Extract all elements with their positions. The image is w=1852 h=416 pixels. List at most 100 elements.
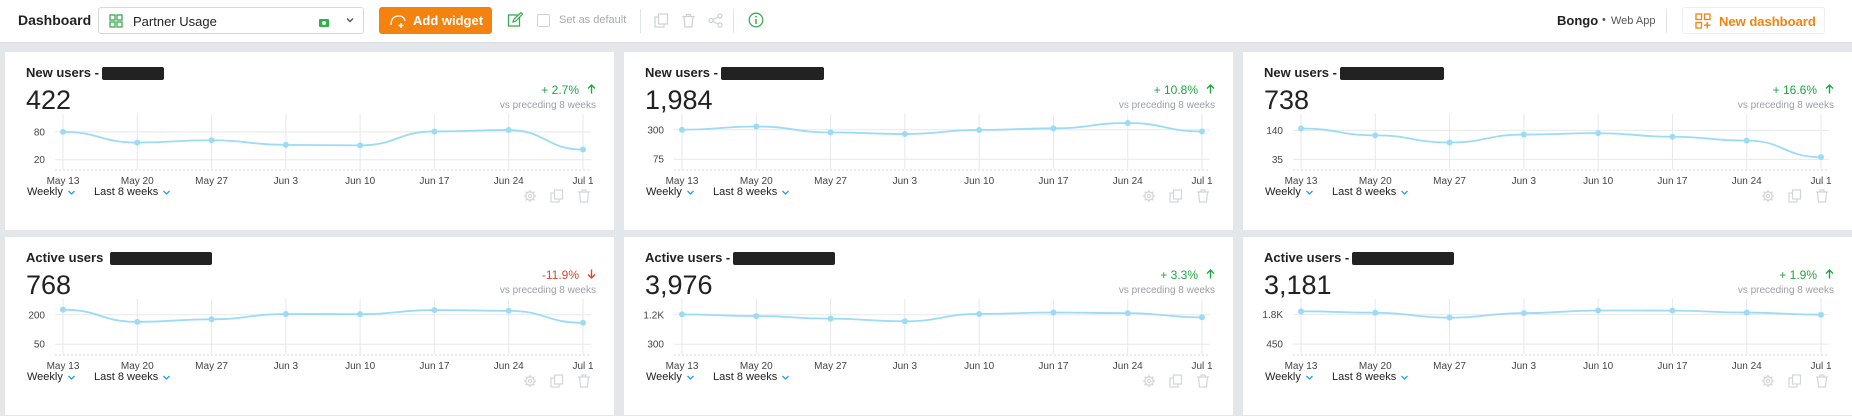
copy-icon[interactable] (654, 13, 669, 28)
gear-icon[interactable] (1142, 374, 1156, 388)
data-point[interactable] (60, 128, 66, 135)
data-point[interactable] (357, 142, 364, 149)
gear-icon[interactable] (523, 374, 537, 388)
trash-icon[interactable] (1815, 374, 1829, 388)
data-point[interactable] (976, 127, 983, 134)
copy-icon[interactable] (1169, 189, 1183, 203)
data-point[interactable] (134, 318, 141, 325)
data-point[interactable] (1520, 131, 1527, 138)
interval-dropdown[interactable]: Weekly (27, 371, 76, 383)
data-point[interactable] (357, 311, 364, 318)
gear-icon[interactable] (1761, 374, 1775, 388)
data-point[interactable] (753, 123, 760, 130)
chevron-down-icon (1305, 375, 1313, 380)
data-point[interactable] (679, 126, 685, 133)
data-point[interactable] (679, 311, 685, 318)
interval-dropdown[interactable]: Weekly (27, 186, 76, 198)
data-point[interactable] (1372, 309, 1379, 316)
data-point[interactable] (1050, 309, 1057, 316)
data-point[interactable] (1520, 310, 1527, 317)
trash-icon[interactable] (1196, 374, 1210, 388)
data-point[interactable] (1199, 314, 1205, 321)
copy-icon[interactable] (1788, 189, 1802, 203)
data-point[interactable] (753, 313, 760, 320)
data-point[interactable] (1124, 119, 1131, 126)
edit-icon[interactable] (507, 12, 523, 28)
interval-dropdown[interactable]: Weekly (1265, 186, 1314, 198)
range-dropdown[interactable]: Last 8 weeks (713, 186, 790, 198)
data-point[interactable] (1199, 128, 1205, 135)
y-tick-label: 50 (34, 340, 46, 351)
add-widget-button[interactable]: Add widget (379, 7, 492, 34)
data-point[interactable] (431, 307, 438, 314)
data-point[interactable] (1124, 310, 1131, 317)
data-point[interactable] (1743, 309, 1750, 316)
widget-value: 768 (26, 270, 72, 300)
data-point[interactable] (1818, 154, 1824, 161)
dashboard-select[interactable]: Partner Usage (98, 7, 364, 34)
trash-icon[interactable] (681, 13, 696, 28)
range-label: Last 8 weeks (713, 371, 778, 383)
data-point[interactable] (1446, 139, 1453, 146)
data-point[interactable] (505, 307, 512, 314)
gear-icon[interactable] (1761, 189, 1775, 203)
share-icon[interactable] (708, 13, 723, 28)
interval-dropdown[interactable]: Weekly (646, 371, 695, 383)
data-point[interactable] (976, 310, 983, 317)
data-point[interactable] (827, 315, 834, 322)
data-point[interactable] (1050, 125, 1057, 132)
widget-title: Active users - (1264, 250, 1455, 266)
copy-icon[interactable] (1788, 374, 1802, 388)
data-point[interactable] (208, 316, 215, 323)
data-point[interactable] (580, 146, 586, 153)
trash-icon[interactable] (577, 374, 591, 388)
data-point[interactable] (1818, 311, 1824, 318)
range-dropdown[interactable]: Last 8 weeks (1332, 186, 1409, 198)
data-point[interactable] (901, 130, 908, 137)
data-point[interactable] (505, 127, 512, 134)
copy-icon[interactable] (550, 189, 564, 203)
copy-icon[interactable] (1169, 374, 1183, 388)
data-point[interactable] (60, 306, 66, 313)
data-point[interactable] (282, 310, 289, 317)
data-point[interactable] (1595, 307, 1602, 314)
x-tick-label: May 13 (666, 176, 699, 186)
interval-dropdown[interactable]: Weekly (1265, 371, 1314, 383)
range-dropdown[interactable]: Last 8 weeks (713, 371, 790, 383)
new-dashboard-button[interactable]: New dashboard (1682, 7, 1825, 34)
info-icon[interactable] (748, 12, 764, 28)
gear-icon[interactable] (523, 189, 537, 203)
series-line (1300, 127, 1822, 159)
range-dropdown[interactable]: Last 8 weeks (1332, 371, 1409, 383)
data-point[interactable] (1743, 137, 1750, 144)
x-tick-label: Jun 10 (345, 361, 375, 371)
data-point[interactable] (1372, 132, 1379, 139)
trash-icon[interactable] (577, 189, 591, 203)
x-tick-label: May 27 (814, 361, 847, 371)
data-point[interactable] (1446, 314, 1453, 321)
widget-value: 738 (1264, 85, 1310, 115)
set-default-checkbox[interactable] (537, 14, 550, 27)
data-point[interactable] (1669, 307, 1676, 314)
data-point[interactable] (580, 319, 586, 326)
copy-icon[interactable] (550, 374, 564, 388)
data-point[interactable] (1298, 308, 1304, 315)
data-point[interactable] (827, 129, 834, 136)
data-point[interactable] (431, 128, 438, 135)
trash-icon[interactable] (1815, 189, 1829, 203)
data-point[interactable] (282, 141, 289, 148)
data-point[interactable] (208, 137, 215, 144)
data-point[interactable] (134, 139, 141, 146)
gear-icon[interactable] (1142, 189, 1156, 203)
range-dropdown[interactable]: Last 8 weeks (94, 186, 171, 198)
data-point[interactable] (1669, 133, 1676, 140)
chevron-down-icon (1401, 190, 1409, 195)
data-point[interactable] (1298, 125, 1304, 132)
chevron-down-icon (163, 190, 171, 195)
range-dropdown[interactable]: Last 8 weeks (94, 371, 171, 383)
data-point[interactable] (1595, 130, 1602, 137)
trash-icon[interactable] (1196, 189, 1210, 203)
interval-dropdown[interactable]: Weekly (646, 186, 695, 198)
data-point[interactable] (901, 318, 908, 325)
